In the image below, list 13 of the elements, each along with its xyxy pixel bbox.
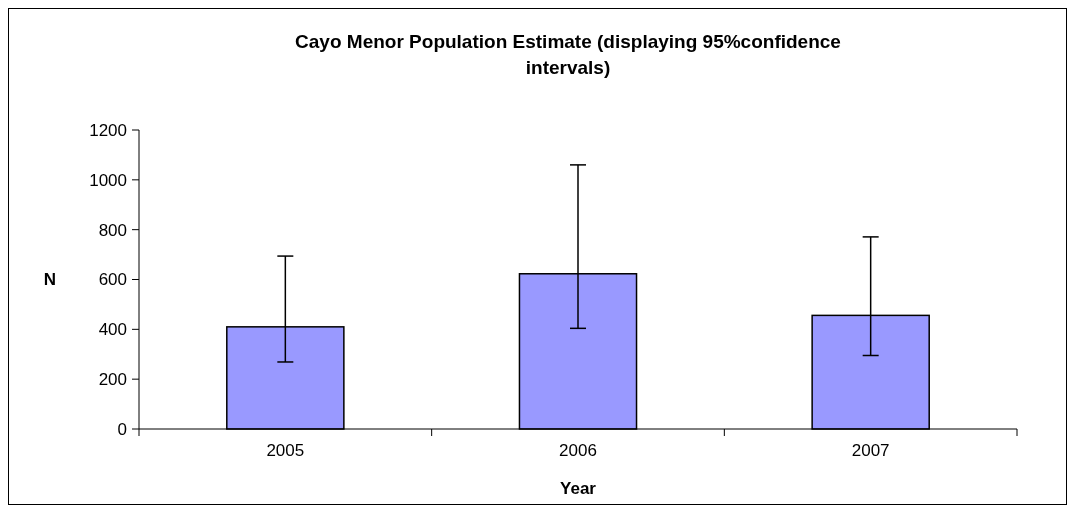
y-tick-label: 1000 bbox=[89, 170, 127, 190]
x-tick-label: 2006 bbox=[559, 441, 597, 460]
y-tick-label: 1200 bbox=[89, 120, 127, 140]
y-tick-label: 800 bbox=[98, 220, 127, 240]
y-tick-label: 600 bbox=[98, 270, 127, 290]
y-tick-label: 400 bbox=[98, 320, 127, 340]
y-tick-label: 200 bbox=[98, 370, 127, 390]
x-axis-title: Year bbox=[560, 479, 597, 498]
y-axis-title: N bbox=[43, 270, 57, 290]
y-tick-label: 0 bbox=[117, 419, 127, 439]
x-tick-label: 2005 bbox=[266, 441, 305, 460]
x-tick-label: 2007 bbox=[851, 441, 890, 460]
chart-title: Cayo Menor Population Estimate (displaying 95%confidence intervals) bbox=[295, 31, 841, 78]
